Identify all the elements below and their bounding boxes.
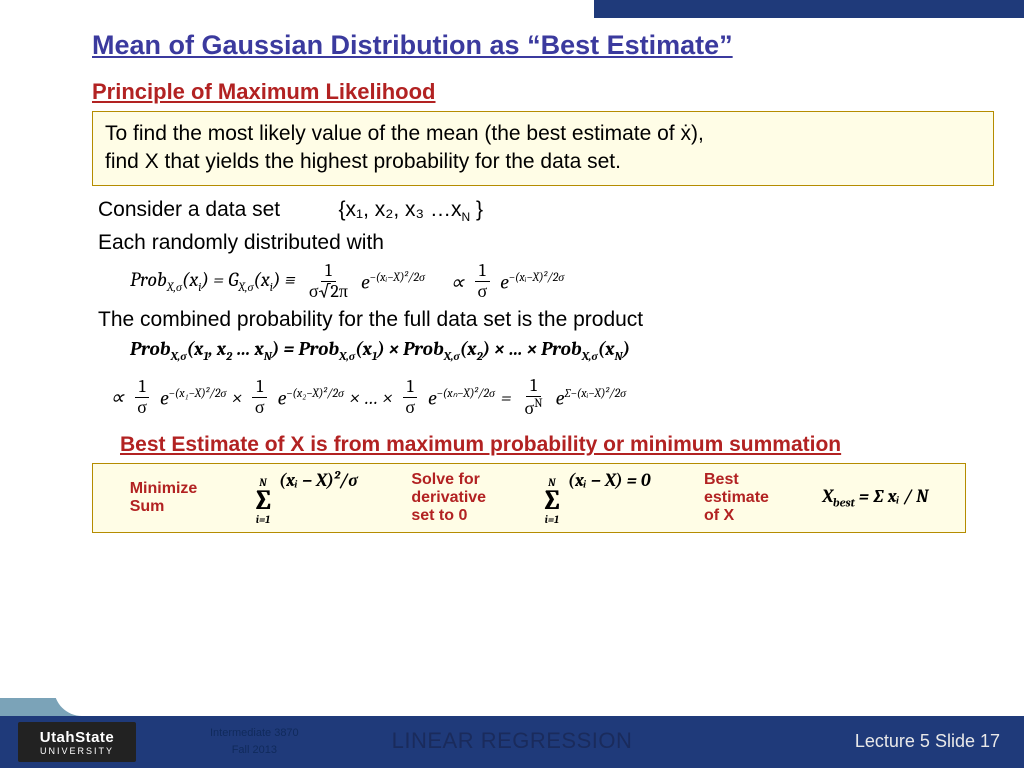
slide-title: Mean of Gaussian Distribution as “Best E… <box>92 30 994 61</box>
each-line: Each randomly distributed with <box>98 229 994 257</box>
best-estimate-heading: Best Estimate of X is from maximum proba… <box>120 433 994 457</box>
principle-box: To find the most likely value of the mea… <box>92 111 994 186</box>
math-minimize-sum: N∑i=1 (xᵢ − X)²/σ <box>251 470 358 526</box>
consider-label: Consider a data set <box>98 198 280 221</box>
footer: UtahState UNIVERSITY Intermediate 3870 F… <box>0 698 1024 768</box>
formula-expanded-product: ∝ 1σ e−(x₁−X)²/2σ × 1σ e−(x₂−X)²/2σ × … … <box>110 376 994 419</box>
box1-line1: To find the most likely value of the mea… <box>105 120 981 148</box>
formula-prob-product: ProbX,σ(x1, x2 … xN) = ProbX,σ(x1) × Pro… <box>130 338 994 364</box>
box1-line2: find X that yields the highest probabili… <box>105 148 981 176</box>
dataset-open: {x₁, x₂, x₃ …x <box>338 198 461 221</box>
label-best-estimate: Best estimate of X <box>704 471 769 525</box>
dataset-sub: N <box>461 210 470 224</box>
footer-slide-number: Lecture 5 Slide 17 <box>855 731 1000 752</box>
label-derivative: Solve for derivative set to 0 <box>411 471 486 525</box>
math-derivative: N∑i=1 (xᵢ − X) = 0 <box>540 470 651 526</box>
math-best-estimate: Xbest = ∑ xᵢ / N <box>822 486 928 510</box>
consider-line: Consider a data set {x₁, x₂, x₃ …xN } <box>98 196 994 225</box>
section-subhead: Principle of Maximum Likelihood <box>92 79 994 105</box>
label-minimize: Minimize Sum <box>130 480 198 516</box>
combined-line: The combined probability for the full da… <box>98 306 994 334</box>
solution-box: Minimize Sum N∑i=1 (xᵢ − X)²/σ Solve for… <box>92 463 966 533</box>
footer-curve <box>54 688 1024 716</box>
slide-content: Mean of Gaussian Distribution as “Best E… <box>0 0 1024 698</box>
formula-prob-single: ProbX,σ(xi) = GX,σ(xi) ≡ 1σ√2π e−(xᵢ−X)²… <box>130 261 994 302</box>
dataset-close: } <box>470 198 483 221</box>
